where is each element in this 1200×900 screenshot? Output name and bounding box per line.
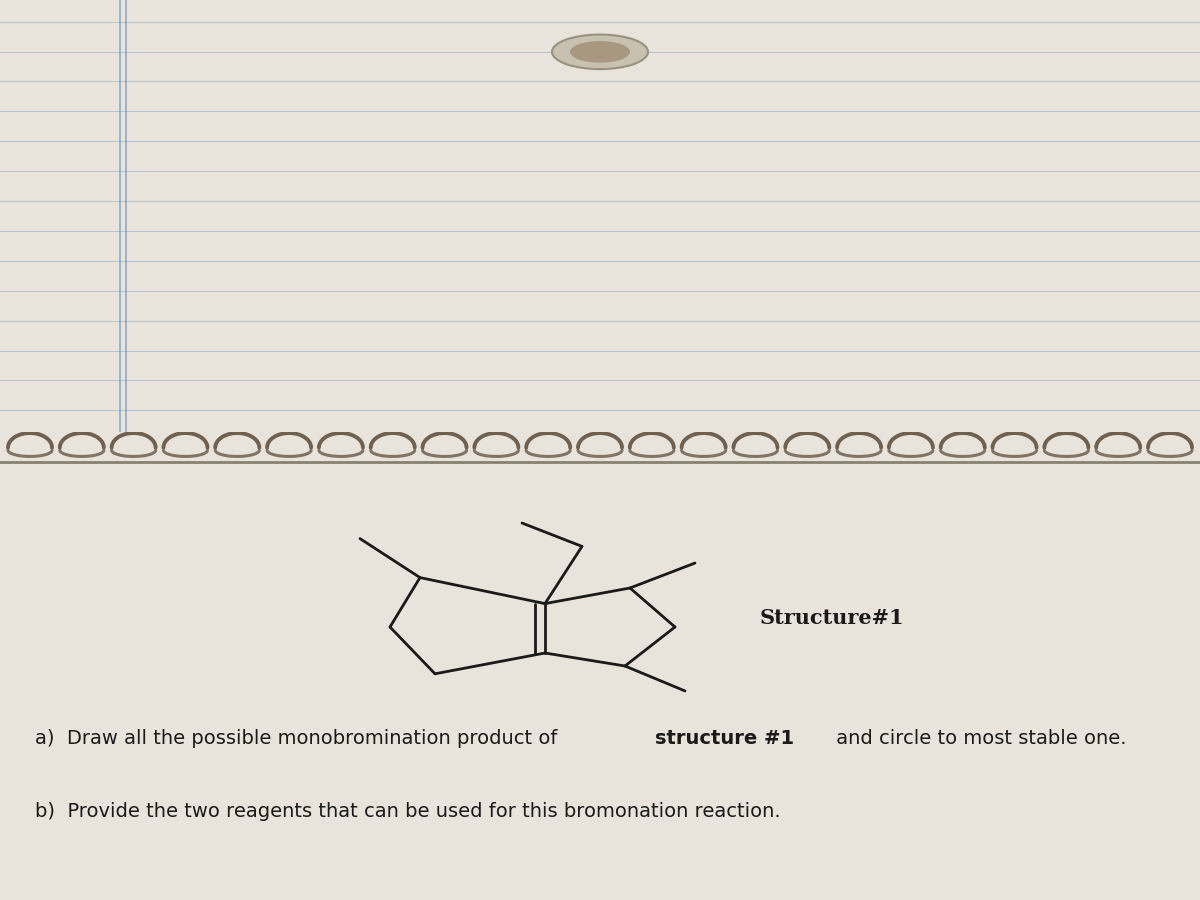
Text: and circle to most stable one.: and circle to most stable one. <box>830 729 1127 748</box>
Circle shape <box>570 41 630 63</box>
Text: structure #1: structure #1 <box>655 729 794 748</box>
Text: b)  Provide the two reagents that can be used for this bromonation reaction.: b) Provide the two reagents that can be … <box>35 802 781 821</box>
Text: Structure#1: Structure#1 <box>760 608 905 628</box>
Text: a)  Draw all the possible monobromination product of: a) Draw all the possible monobromination… <box>35 729 564 748</box>
Circle shape <box>552 34 648 69</box>
